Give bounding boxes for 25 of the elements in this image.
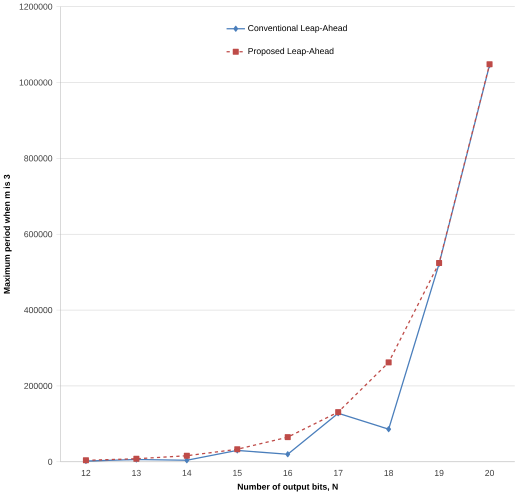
point [285,451,290,458]
x-tick-label: 19 [434,470,444,476]
y-tick-label: 600000 [24,231,52,238]
y-tick-label: 400000 [24,307,52,314]
legend-label: Conventional Leap-Ahead [248,24,347,33]
y-tick-label: 1200000 [20,4,52,10]
x-tick-label: 18 [384,470,394,476]
x-tick-label: 16 [284,470,292,476]
x-tick-label: 13 [132,470,141,476]
x-tick-label: 17 [334,470,343,476]
x-axis-title: Number of output bits, N [238,483,338,492]
legend-label: Proposed Leap-Ahead [248,48,334,56]
x-tick-label: 14 [182,470,192,476]
y-axis-title: Maximum period when m is 3 [4,174,12,294]
point [284,434,291,440]
x-tick-label: 20 [485,470,494,476]
y-tick-label: 800000 [24,155,52,162]
y-tick-label: 200000 [24,382,52,389]
point [184,452,190,459]
point [386,426,392,432]
y-tick-label: 1000000 [20,79,52,86]
x-tick-label: 15 [233,470,242,476]
y-tick-label: 0 [48,458,52,465]
point [386,359,392,366]
x-tick-label: 12 [82,470,90,476]
